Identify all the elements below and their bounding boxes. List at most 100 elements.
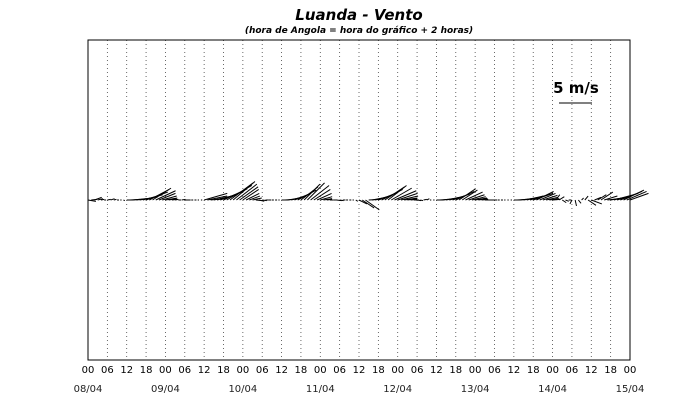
hour-tick-label: 00: [314, 365, 327, 376]
hour-tick-label: 06: [178, 365, 191, 376]
wind-vector: [165, 197, 178, 201]
hour-tick-label: 12: [275, 365, 288, 376]
wind-vector: [249, 195, 261, 201]
wind-vector: [158, 192, 176, 201]
wind-vector: [239, 186, 259, 201]
date-tick-label: 13/04: [461, 384, 490, 395]
hour-tick-label: 06: [256, 365, 269, 376]
wind-vector: [358, 199, 368, 205]
wind-vector: [262, 199, 267, 202]
wind-vector: [97, 198, 104, 201]
wind-vector: [365, 199, 380, 211]
wind-vector: [387, 185, 407, 201]
hour-tick-label: 12: [585, 365, 598, 376]
wind-vector: [577, 199, 582, 204]
wind-vector: [416, 199, 422, 202]
wind-vector: [536, 190, 554, 201]
hour-tick-label: 12: [430, 365, 443, 376]
wind-vector: [307, 182, 325, 201]
wind-vector: [397, 192, 418, 201]
wind-vector: [252, 197, 262, 201]
date-tick-label: 10/04: [228, 384, 257, 395]
wind-vector: [87, 199, 97, 202]
hour-tick-label: 12: [507, 365, 520, 376]
hour-tick-label: 18: [217, 365, 230, 376]
wind-vector: [168, 198, 177, 201]
wind-vector: [558, 196, 565, 201]
hour-tick-label: 18: [449, 365, 462, 376]
hour-tick-label: 18: [527, 365, 540, 376]
wind-vector: [594, 196, 602, 201]
wind-vector: [604, 195, 618, 201]
wind-vector: [245, 192, 260, 201]
chart-subtitle: (hora de Angola = hora do gráfico + 2 ho…: [245, 26, 473, 36]
wind-vector: [468, 194, 485, 201]
wind-vectors: [87, 181, 649, 211]
wind-vector: [361, 199, 375, 209]
wind-vector: [229, 182, 254, 201]
wind-vector: [207, 195, 228, 201]
wind-vector: [320, 196, 333, 201]
wind-vector: [458, 188, 476, 201]
date-tick-label: 15/04: [616, 384, 645, 395]
wind-vector: [258, 199, 265, 202]
wind-vector: [542, 194, 558, 201]
hour-tick-label: 06: [488, 365, 501, 376]
wind-vector: [591, 199, 603, 205]
wind-vector: [569, 199, 573, 205]
wind-vector: [546, 196, 559, 201]
wind-vector: [339, 199, 344, 202]
wind-vector: [175, 198, 179, 201]
wind-vector: [310, 185, 330, 201]
wind-vector: [107, 198, 111, 201]
hour-tick-label: 06: [566, 365, 579, 376]
hour-tick-label: 12: [353, 365, 366, 376]
wind-vector: [123, 199, 126, 202]
wind-vector: [549, 198, 560, 201]
wind-vector: [584, 195, 589, 201]
wind-vector: [110, 198, 115, 201]
wind-vector: [629, 192, 649, 201]
wind-vector: [326, 198, 333, 201]
date-tick-label: 12/04: [383, 384, 412, 395]
wind-vector: [475, 197, 488, 201]
wind-vector: [323, 198, 333, 201]
wind-vector: [316, 192, 332, 201]
date-tick-label: 14/04: [538, 384, 567, 395]
wind-vector: [355, 199, 359, 202]
wind-vector: [400, 195, 419, 201]
wind-vector: [420, 199, 424, 202]
wind-vector: [94, 196, 102, 201]
hour-tick-label: 00: [236, 365, 249, 376]
hour-tick-label: 06: [333, 365, 346, 376]
wind-vector: [313, 189, 331, 201]
wind-vector: [565, 199, 569, 202]
hour-tick-label: 18: [604, 365, 617, 376]
wind-vector: [539, 192, 556, 201]
wind-vector: [162, 195, 177, 201]
wind-vector: [113, 198, 117, 201]
chart-title: Luanda - Vento: [295, 6, 422, 24]
wind-vector: [394, 190, 417, 201]
wind-vector: [242, 189, 259, 201]
wind-vector: [461, 189, 478, 201]
wind-vector: [232, 181, 256, 201]
hour-tick-label: 18: [295, 365, 308, 376]
scale-label: 5 m/s: [553, 79, 599, 97]
plot-frame: [87, 39, 631, 361]
wind-vector: [404, 197, 418, 201]
wind-vector: [391, 187, 412, 201]
hour-tick-label: 00: [546, 365, 559, 376]
hour-tick-label: 06: [101, 365, 114, 376]
wind-vector: [471, 196, 486, 201]
wind-vector: [303, 183, 321, 201]
hour-tick-label: 00: [159, 365, 172, 376]
hour-tick-label: 18: [372, 365, 385, 376]
hour-tick-label: 00: [624, 365, 637, 376]
date-tick-label: 11/04: [306, 384, 335, 395]
wind-vector: [600, 191, 614, 201]
wind-vector: [152, 187, 172, 201]
hour-tick-label: 12: [198, 365, 211, 376]
hour-tick-labels: 00 06 12 18 00 06 12 18 00 06 12 18 00 06 12 18 00 06 12 18…: [82, 365, 637, 376]
wind-vector: [155, 190, 176, 201]
